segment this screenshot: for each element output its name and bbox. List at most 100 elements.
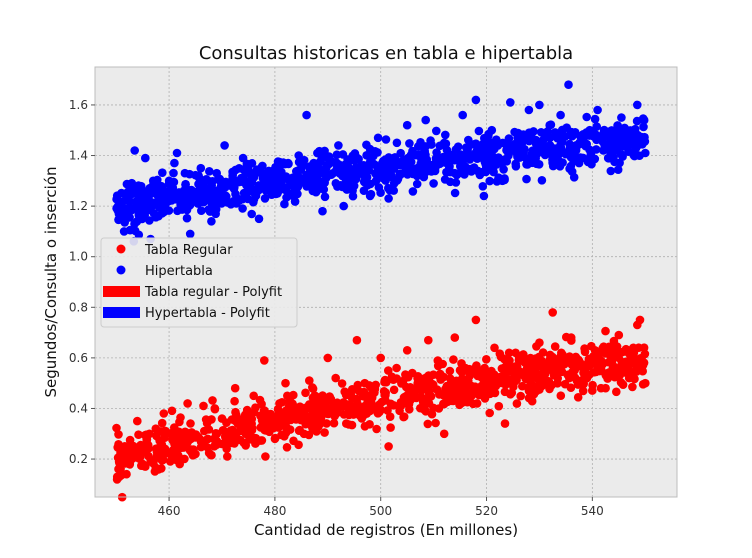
- data-point: [386, 423, 395, 432]
- data-point: [210, 404, 220, 413]
- data-point: [340, 162, 350, 172]
- data-point: [473, 366, 482, 376]
- data-point: [389, 385, 399, 395]
- data-point: [449, 355, 458, 364]
- data-point: [450, 333, 460, 342]
- data-point: [418, 149, 427, 159]
- data-point: [380, 155, 390, 164]
- data-point: [119, 227, 129, 236]
- data-point: [389, 186, 399, 195]
- data-point: [403, 372, 413, 382]
- data-point: [346, 183, 355, 193]
- data-point: [550, 342, 560, 351]
- data-point: [452, 376, 461, 386]
- data-point: [329, 418, 339, 428]
- data-point: [549, 364, 558, 373]
- data-point: [458, 110, 468, 120]
- data-point: [500, 419, 510, 428]
- data-point: [176, 413, 185, 422]
- data-point: [332, 161, 342, 170]
- data-point: [560, 132, 570, 141]
- data-point: [427, 409, 437, 419]
- data-point: [239, 165, 248, 174]
- data-point: [445, 366, 455, 376]
- data-point: [141, 153, 150, 163]
- data-point: [485, 176, 495, 186]
- data-point: [392, 363, 401, 373]
- data-point: [450, 154, 460, 163]
- data-point: [245, 417, 255, 427]
- data-point: [299, 160, 308, 170]
- data-point: [320, 428, 329, 437]
- data-point: [267, 414, 277, 423]
- data-point: [615, 158, 624, 168]
- data-point: [134, 430, 143, 440]
- data-point: [524, 386, 534, 396]
- data-point: [146, 457, 155, 466]
- data-point: [270, 434, 280, 444]
- data-point: [307, 179, 317, 188]
- data-point: [439, 138, 449, 148]
- data-point: [251, 403, 260, 413]
- data-point: [478, 182, 488, 191]
- data-point: [122, 189, 131, 199]
- data-point: [170, 423, 179, 432]
- data-point: [591, 145, 601, 154]
- data-point: [373, 148, 382, 157]
- data-point: [197, 206, 206, 215]
- data-point: [516, 151, 526, 160]
- data-point: [612, 352, 622, 361]
- data-point: [340, 387, 350, 397]
- data-point: [382, 377, 391, 387]
- data-point: [122, 469, 131, 479]
- data-point: [195, 181, 205, 190]
- data-point: [553, 155, 563, 165]
- data-point: [313, 405, 323, 415]
- data-point: [155, 203, 164, 212]
- data-point: [133, 416, 142, 426]
- data-point: [207, 181, 216, 190]
- data-point: [580, 347, 590, 357]
- data-point: [260, 425, 270, 435]
- data-point: [574, 140, 584, 149]
- data-point: [524, 128, 534, 137]
- data-point: [347, 385, 357, 394]
- data-point: [365, 392, 375, 402]
- data-point: [609, 138, 618, 148]
- y-axis-label: Segundos/Consulta o inserción: [42, 167, 60, 398]
- data-point: [630, 374, 639, 384]
- data-point: [601, 326, 610, 336]
- data-point: [180, 427, 190, 437]
- data-point: [329, 401, 339, 411]
- data-point: [638, 366, 647, 376]
- data-point: [365, 191, 375, 201]
- data-point: [546, 120, 556, 129]
- data-point: [450, 188, 460, 198]
- y-tick-label: 1.6: [69, 98, 88, 112]
- y-tick-label: 0.4: [69, 401, 88, 415]
- data-point: [125, 203, 134, 212]
- data-point: [350, 156, 359, 165]
- data-point: [206, 450, 216, 460]
- data-point: [500, 387, 510, 397]
- data-point: [510, 127, 519, 137]
- data-point: [416, 403, 425, 413]
- data-point: [548, 308, 557, 317]
- data-point: [373, 164, 383, 173]
- data-point: [518, 370, 527, 380]
- data-point: [210, 442, 219, 451]
- data-point: [392, 374, 402, 383]
- data-point: [350, 166, 359, 175]
- data-point: [535, 355, 545, 365]
- data-point: [471, 315, 481, 325]
- data-point: [471, 95, 481, 105]
- data-point: [612, 342, 622, 351]
- data-point: [384, 366, 393, 375]
- data-point: [633, 100, 642, 110]
- data-point: [536, 128, 546, 137]
- data-point: [332, 150, 342, 159]
- data-point: [161, 426, 170, 436]
- data-point: [372, 424, 381, 434]
- data-point: [590, 346, 600, 355]
- data-point: [450, 168, 460, 178]
